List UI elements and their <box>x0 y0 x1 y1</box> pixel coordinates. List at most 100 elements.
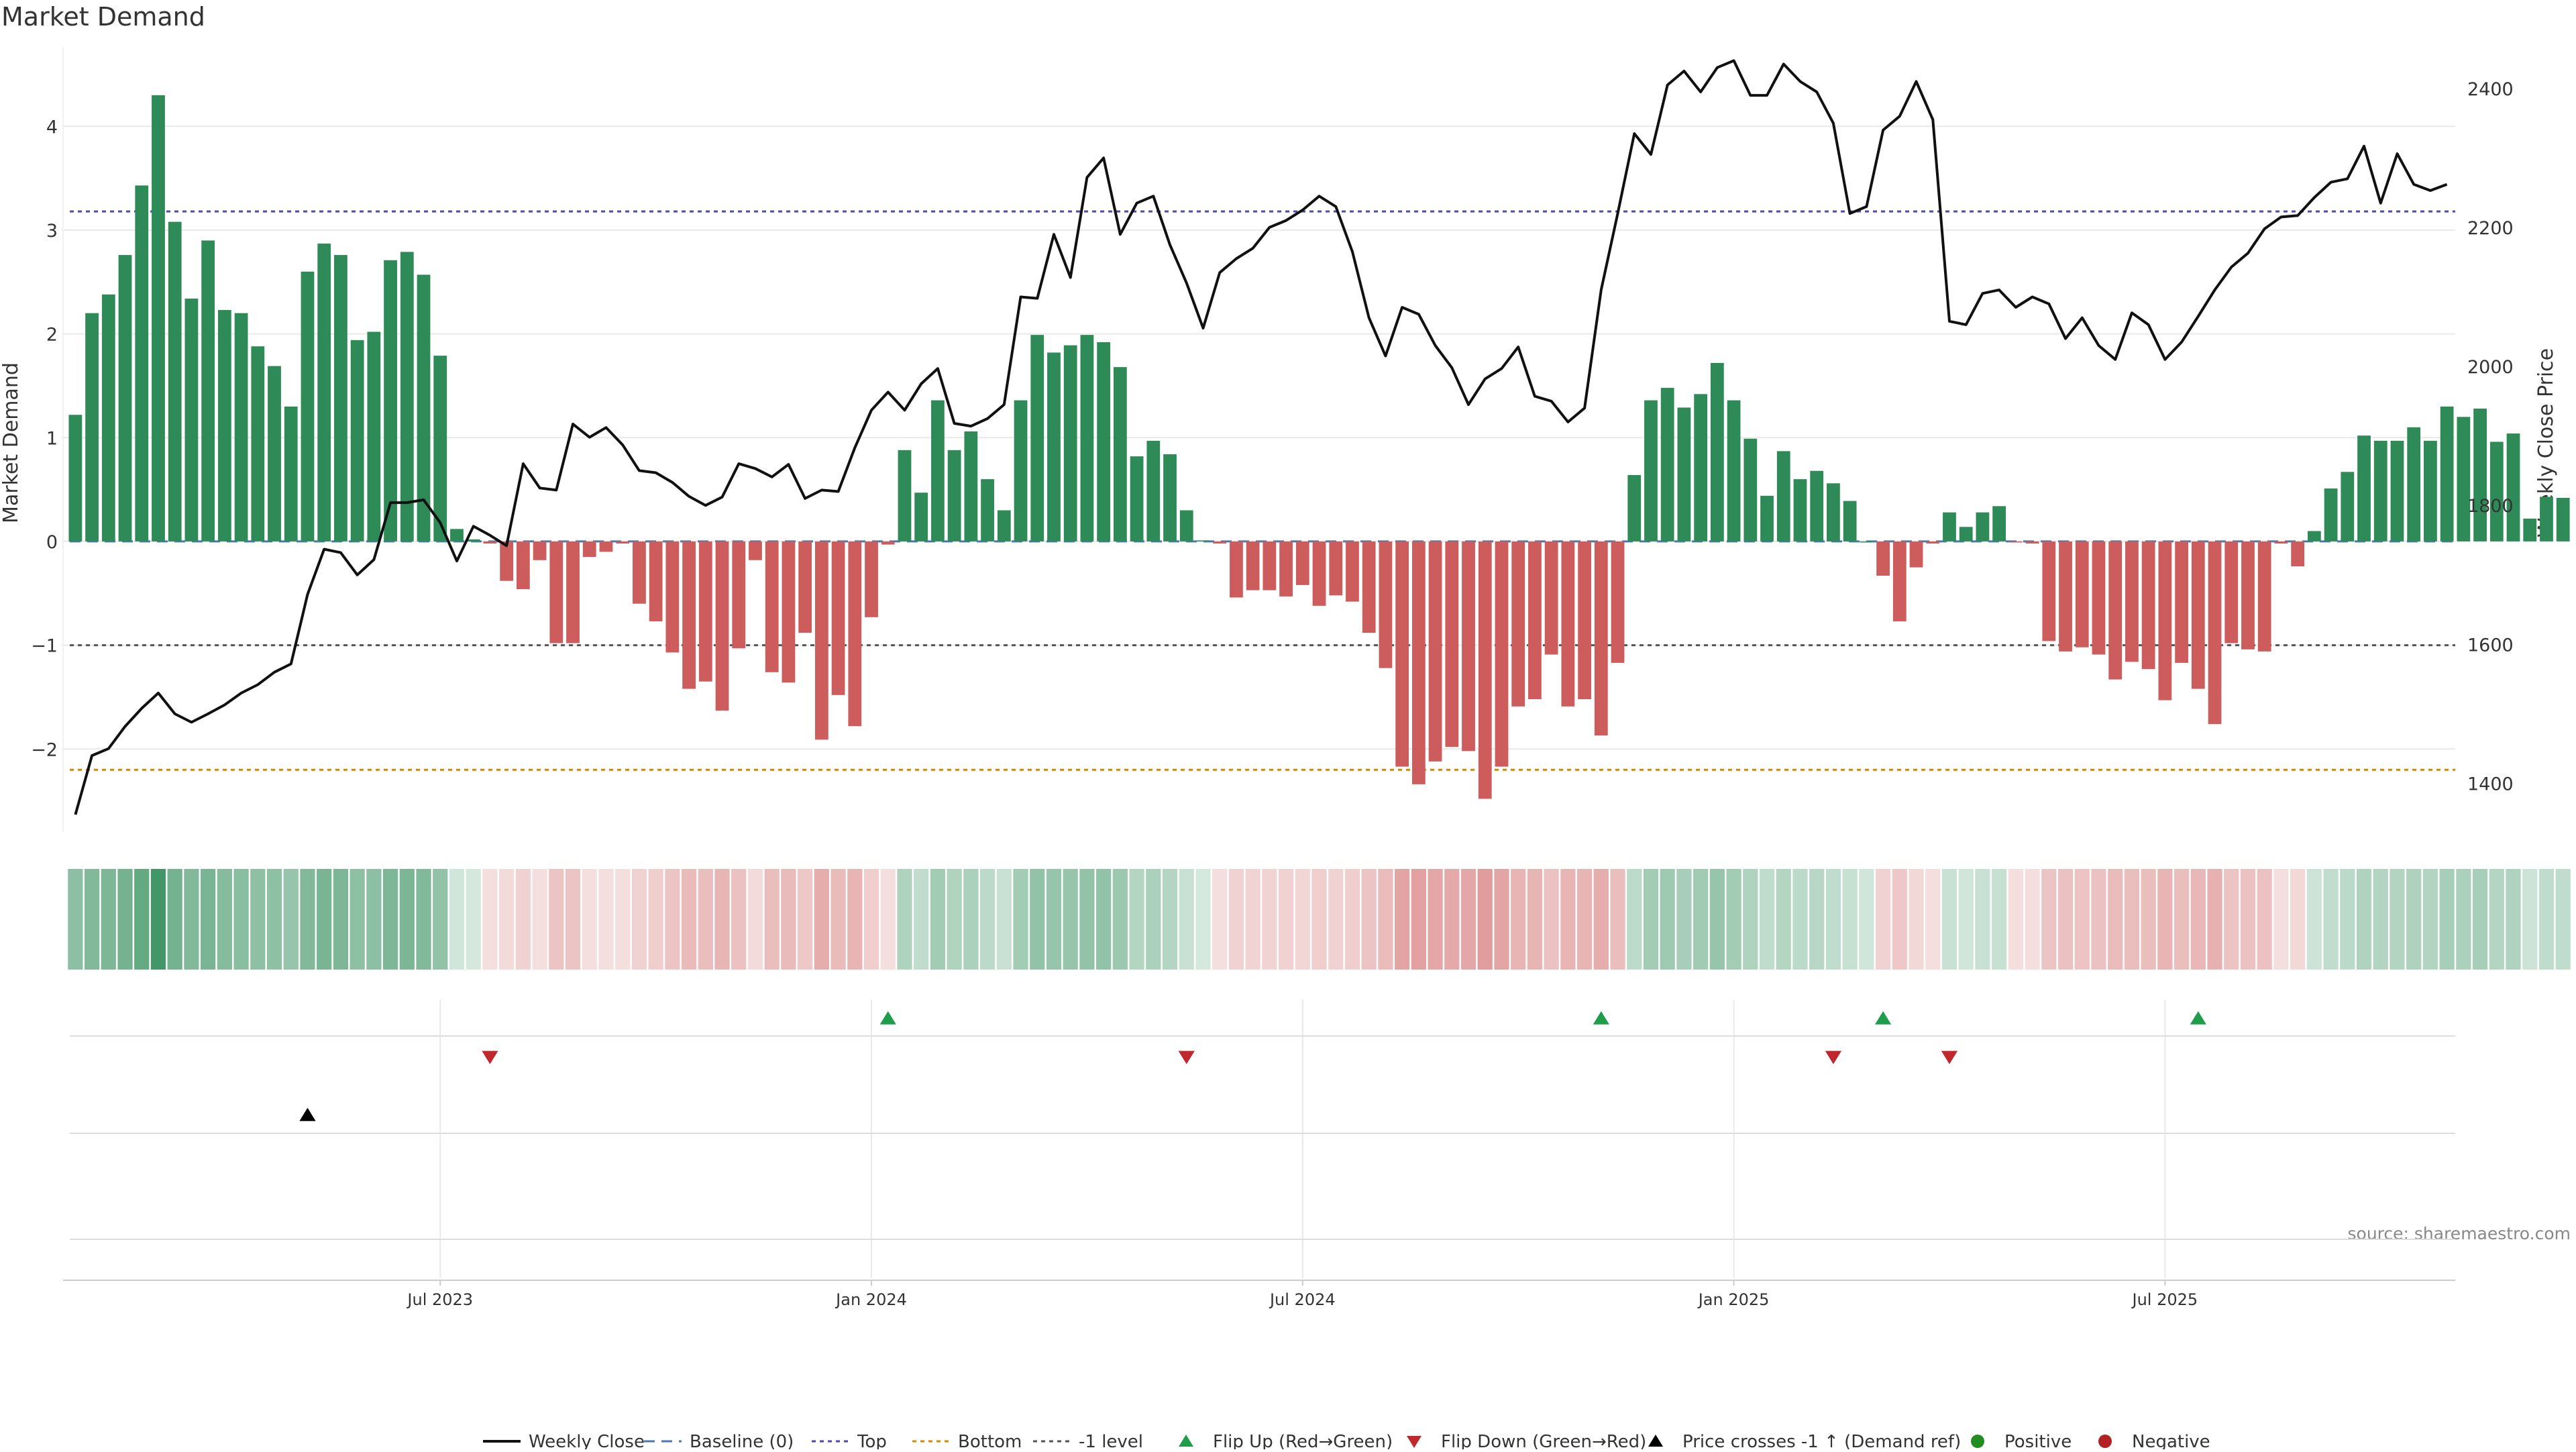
shading-cell <box>863 869 879 970</box>
demand-bar-negative <box>698 541 712 682</box>
gridlines <box>62 47 2455 1278</box>
demand-bar-negative <box>1578 541 1591 700</box>
legend-label: Weekly Close <box>529 1432 645 1449</box>
demand-bars <box>68 95 2570 799</box>
demand-bar-negative <box>582 541 596 558</box>
shading-cell <box>1195 869 1211 970</box>
demand-bar-positive <box>1976 512 1990 541</box>
demand-bar-positive <box>2473 408 2487 541</box>
legend-label: Positive <box>2004 1432 2072 1449</box>
shading-cell <box>565 869 581 970</box>
shading-cell <box>532 869 547 970</box>
y-right-tick-label: 1600 <box>2467 635 2514 656</box>
demand-bar-positive <box>168 221 182 541</box>
y-left-tick-label: −2 <box>31 739 58 760</box>
shading-cell <box>1494 869 1509 970</box>
demand-bar-negative <box>2025 541 2039 544</box>
shading-cell <box>1112 869 1128 970</box>
demand-bar-positive <box>2424 440 2437 541</box>
demand-bar-negative <box>1445 541 1459 747</box>
shading-cell <box>2108 869 2123 970</box>
shading-cell <box>317 869 332 970</box>
demand-bar-negative <box>599 541 613 552</box>
demand-bar-negative <box>1279 541 1293 597</box>
demand-bar-positive <box>135 185 149 541</box>
shading-cell <box>433 869 448 970</box>
demand-bar-negative <box>2141 541 2155 670</box>
demand-bar-positive <box>2324 488 2338 541</box>
shading-cell <box>1743 869 1758 970</box>
demand-bar-positive <box>384 260 397 541</box>
demand-bar-negative <box>1594 541 1608 736</box>
demand-shading-strip <box>68 869 2571 970</box>
y-right-tick-label: 2000 <box>2467 357 2514 378</box>
y-right-tick-label: 1800 <box>2467 496 2514 517</box>
demand-bar-negative <box>649 541 663 622</box>
demand-bar-negative <box>2208 541 2222 725</box>
demand-bar-positive <box>1776 451 1790 541</box>
demand-bar-positive <box>400 252 414 541</box>
shading-cell <box>333 869 349 970</box>
shading-cell <box>1311 869 1327 970</box>
demand-bar-negative <box>2175 541 2188 663</box>
shading-cell <box>499 869 515 970</box>
shading-cell <box>1693 869 1709 970</box>
shading-cell <box>266 869 282 970</box>
demand-bar-negative <box>1876 541 1890 576</box>
shading-cell <box>1278 869 1294 970</box>
demand-bar-negative <box>1511 541 1525 707</box>
shading-cell <box>1378 869 1393 970</box>
shading-cell <box>698 869 713 970</box>
demand-bar-positive <box>2489 442 2504 541</box>
shading-cell <box>2224 869 2239 970</box>
demand-bar-negative <box>1528 541 1542 700</box>
shading-cell <box>947 869 962 970</box>
demand-bar-positive <box>317 244 331 541</box>
demand-bar-positive <box>2523 518 2537 541</box>
demand-bar-negative <box>2257 541 2271 652</box>
demand-bar-positive <box>268 366 281 541</box>
shading-cell <box>1941 869 1957 970</box>
demand-bar-negative <box>2042 541 2056 641</box>
demand-bar-positive <box>1992 506 2006 541</box>
demand-bar-positive <box>1727 400 1741 541</box>
shading-cell <box>1825 869 1841 970</box>
demand-bar-negative <box>616 541 630 544</box>
shading-cell <box>283 869 299 970</box>
shading-cell <box>1477 869 1493 970</box>
shading-cell <box>615 869 631 970</box>
shading-cell <box>1643 869 1659 970</box>
demand-bar-negative <box>1295 541 1309 585</box>
shading-cell <box>300 869 315 970</box>
shading-cell <box>2555 869 2571 970</box>
shading-cell <box>1262 869 1277 970</box>
demand-bar-negative <box>715 541 729 711</box>
shading-cell <box>1809 869 1825 970</box>
x-tick-label: Jul 2023 <box>406 1290 473 1309</box>
demand-bar-negative <box>1213 541 1227 544</box>
flip-up-marker <box>1874 1011 1892 1025</box>
y-right-tick-label: 1400 <box>2467 774 2514 795</box>
shading-cell <box>1593 869 1609 970</box>
demand-bar-negative <box>1495 541 1509 767</box>
demand-bar-positive <box>2373 440 2387 541</box>
shading-cell <box>1975 869 1990 970</box>
shading-cell <box>996 869 1012 970</box>
shading-cell <box>1013 869 1028 970</box>
shading-cell <box>1875 869 1891 970</box>
demand-bar-positive <box>1760 495 1774 541</box>
flip-up-marker <box>879 1011 896 1025</box>
shading-cell <box>648 869 663 970</box>
shading-cell <box>681 869 697 970</box>
shading-cell <box>233 869 249 970</box>
shading-cell <box>1842 869 1858 970</box>
shading-cell <box>1212 869 1228 970</box>
demand-bar-negative <box>1263 541 1277 590</box>
shading-cell <box>2422 869 2438 970</box>
demand-bar-positive <box>2457 417 2471 541</box>
shading-cell <box>764 869 780 970</box>
demand-bar-negative <box>1395 541 1409 767</box>
demand-bar-negative <box>1312 541 1326 606</box>
legend-label: Negative <box>2132 1432 2210 1449</box>
demand-bar-positive <box>184 299 199 541</box>
